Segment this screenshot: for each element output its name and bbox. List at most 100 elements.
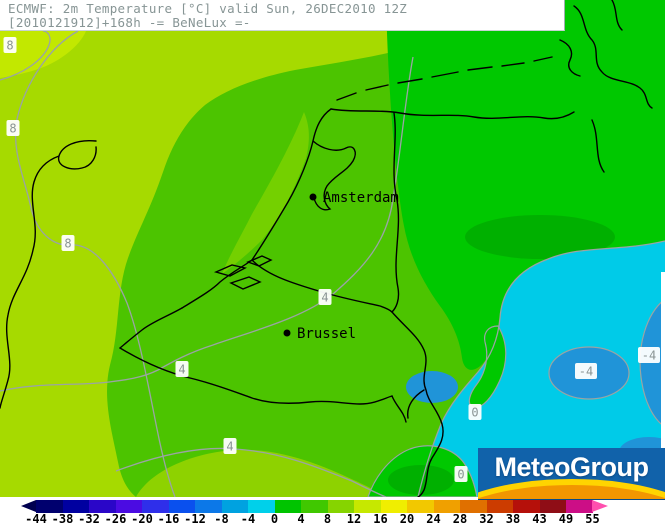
svg-text:8: 8 [9,122,16,136]
contour-label: 4 [318,289,332,305]
colorbar-segment [221,500,248,513]
colorbar-segment [248,500,275,513]
city-marker: Amsterdam [309,190,399,206]
colorbar-tick: -4 [240,512,256,526]
colorbar-tick: 12 [346,512,362,526]
header-run-info: [2010121912]+168h -= BeNeLux =- [8,15,251,30]
coast-north-mainland [330,108,575,120]
colorbar-segment [460,500,487,513]
colorbar-tick: 16 [373,512,388,526]
region-cyan [418,241,665,497]
contour-label: 4 [223,438,237,454]
colorbar-tick: -38 [51,512,74,526]
city-label: Amsterdam [323,190,399,206]
colorbar-tick: -44 [25,512,47,526]
colorbar-tick: -16 [157,512,180,526]
contour-4-south [115,447,387,498]
map-edge-gap [661,272,665,448]
logo-text: MeteoGroup [494,452,650,482]
region-dark-green-blob [465,215,615,259]
colorbar-segment [89,500,116,513]
colorbar-arrow-right [592,500,608,512]
colorbar-tick: -20 [131,512,153,526]
region-bottom-dark-core [388,465,454,495]
city-layer: Amsterdam Brussel [283,190,399,342]
svg-text:8: 8 [6,39,13,53]
colorbar-tick: 49 [558,512,574,526]
colorbar-strip [36,500,593,513]
border-be-de-lux [391,311,444,498]
region-southwest-light [136,449,386,497]
colorbar-segment [274,500,301,513]
colorbar-tick: -12 [184,512,206,526]
region-blue-blob-2 [406,371,458,403]
header: ECMWF: 2m Temperature [°C] valid Sun, 26… [0,0,565,31]
city-label: Brussel [297,326,356,342]
colorbar-ticks: -44 -38 -32 -26 -20 -16 -12 -8 -4 0 4 8 12 16 20 24 28 32… [0,512,665,527]
colorbar-tick: 24 [426,512,441,526]
svg-text:-4: -4 [579,365,593,379]
colorbar-segment [327,500,354,513]
contour-label: 8 [61,235,75,251]
colorbar-tick: 32 [479,512,494,526]
svg-text:4: 4 [321,291,328,305]
contour-label: 8 [6,120,20,136]
coast-northeast-islands [559,0,653,173]
colorbar-tick: 28 [452,512,468,526]
colorbar-segment [407,500,434,513]
colorbar-arrow-left [21,500,36,512]
colorbar-tick: -8 [214,512,229,526]
colorbar-segment [195,500,222,513]
colorbar-tick: 38 [505,512,521,526]
colorbar-segment [566,500,593,513]
region-bright-green-east [386,0,665,370]
contour-4-main [0,56,414,392]
svg-text:0: 0 [457,468,464,482]
colorbar-tick: 4 [297,512,305,526]
colorbar-segment [486,500,513,513]
contour-label: 0 [454,466,468,482]
colorbar-segment [142,500,169,513]
logo-arc-orange [478,485,665,499]
city-marker: Brussel [283,326,356,342]
temperature-fill-regions [0,0,665,498]
colorbar-tick: 8 [323,512,332,526]
colorbar-segment [513,500,540,513]
contour-label: 8 [3,37,17,53]
colorbar-tick: 0 [270,512,279,526]
colorbar-segment [354,500,381,513]
meteogroup-logo: MeteoGroup [478,448,665,500]
contour-label: 0 [468,404,482,420]
contour-label: -4 [638,347,660,363]
coast-england [0,139,97,409]
colorbar-segment [62,500,89,513]
contour-label: 4 [175,361,189,377]
region-green-tongue [468,325,507,408]
svg-text:4: 4 [178,363,185,377]
colorbar-tick: 43 [532,512,547,526]
coast-ijsselmeer [312,140,356,211]
colorbar-tick: -26 [104,512,127,526]
border-nl-be [251,259,393,313]
contour-label: -4 [575,363,597,379]
svg-text:0: 0 [471,406,478,420]
colorbar-segment [539,500,566,513]
svg-text:4: 4 [226,440,233,454]
contour-label-layer: 8 8 8 4 4 4 0 0 -4 -4 [3,37,660,482]
colorbar-tick: 55 [585,512,600,526]
city-dot [283,329,291,337]
coast-netherlands [181,108,332,309]
colorbar-segment [115,500,142,513]
colorbar-tick: -32 [78,512,100,526]
svg-text:8: 8 [64,237,71,251]
region-coastal-light [222,112,309,274]
border-nl-de [391,112,400,313]
colorbar-segment [433,500,460,513]
colorbar-segment [36,500,63,513]
coast-wadden-islands [336,56,553,101]
region-yellow-band [0,0,432,497]
coast-zeeland-islands [213,255,273,290]
colorbar-segment [301,500,328,513]
city-dot [309,193,317,201]
